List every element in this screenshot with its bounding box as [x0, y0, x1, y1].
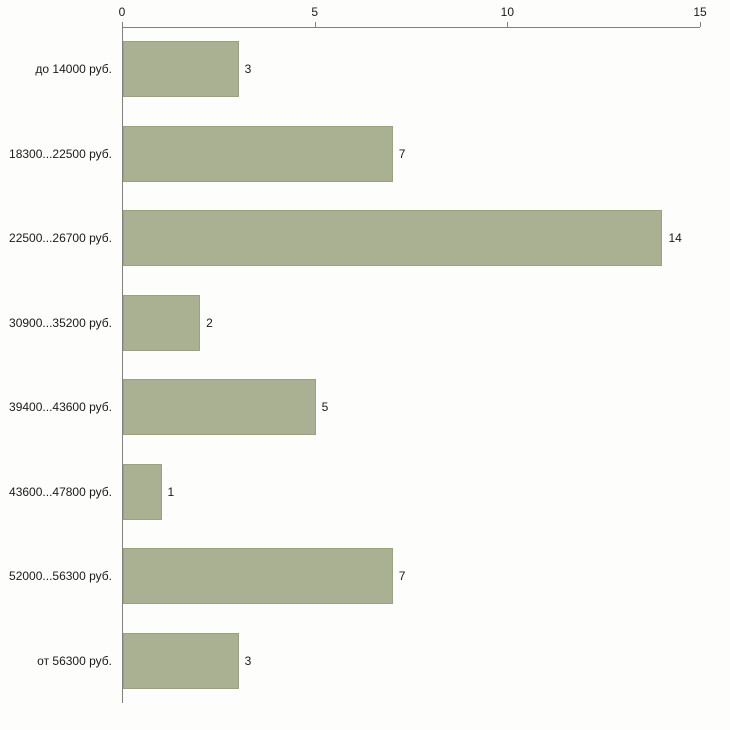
x-tick-label: 10 — [500, 5, 515, 19]
value-label: 14 — [668, 231, 682, 246]
value-label: 2 — [206, 315, 213, 330]
bar-row: 7 — [122, 112, 700, 197]
category-axis: до 14000 руб. 18300...22500 руб. 22500...2… — [0, 27, 116, 703]
bar — [123, 379, 316, 436]
category-label: до 14000 руб. — [35, 62, 112, 77]
category-label: 18300...22500 руб. — [9, 146, 112, 161]
bar-row: 3 — [122, 27, 700, 112]
category-label: 52000...56300 руб. — [9, 569, 112, 584]
category-label: 22500...26700 руб. — [9, 231, 112, 246]
bars-container: 3 7 14 2 5 1 7 3 — [122, 27, 700, 703]
value-label: 7 — [398, 146, 406, 161]
bar — [123, 548, 393, 605]
value-label: 3 — [244, 653, 252, 668]
x-tick-mark — [314, 22, 316, 27]
value-label: 3 — [244, 62, 252, 77]
bar-row: 1 — [122, 450, 700, 535]
bar — [123, 463, 162, 520]
value-label: 7 — [398, 569, 406, 584]
x-tick-label: 15 — [693, 5, 707, 19]
category-label: от 56300 руб. — [37, 653, 112, 668]
bar-row: 7 — [122, 534, 700, 619]
bar-row: 3 — [122, 619, 700, 704]
category-label: 30900...35200 руб. — [9, 315, 112, 330]
x-tick-mark — [507, 22, 509, 27]
category-label: 43600...47800 руб. — [9, 484, 112, 499]
bar-row: 2 — [122, 281, 700, 366]
x-tick-mark — [700, 22, 701, 27]
value-label: 5 — [321, 400, 329, 415]
bar — [123, 41, 239, 98]
x-tick-label: 5 — [311, 5, 318, 19]
category-label: 39400...43600 руб. — [9, 400, 112, 415]
x-tick-mark — [122, 22, 123, 27]
plot-area: 0 5 10 15 3 7 14 2 5 1 7 3 — [119, 5, 707, 703]
bar — [123, 294, 201, 351]
bar — [123, 632, 239, 689]
value-label: 1 — [167, 484, 175, 499]
bar-row: 14 — [122, 196, 700, 281]
bar — [123, 125, 393, 182]
x-axis-line — [122, 27, 700, 28]
bar-row: 5 — [122, 365, 700, 450]
x-tick-label: 0 — [118, 5, 126, 19]
bar — [123, 210, 663, 267]
y-axis-line — [122, 27, 123, 703]
